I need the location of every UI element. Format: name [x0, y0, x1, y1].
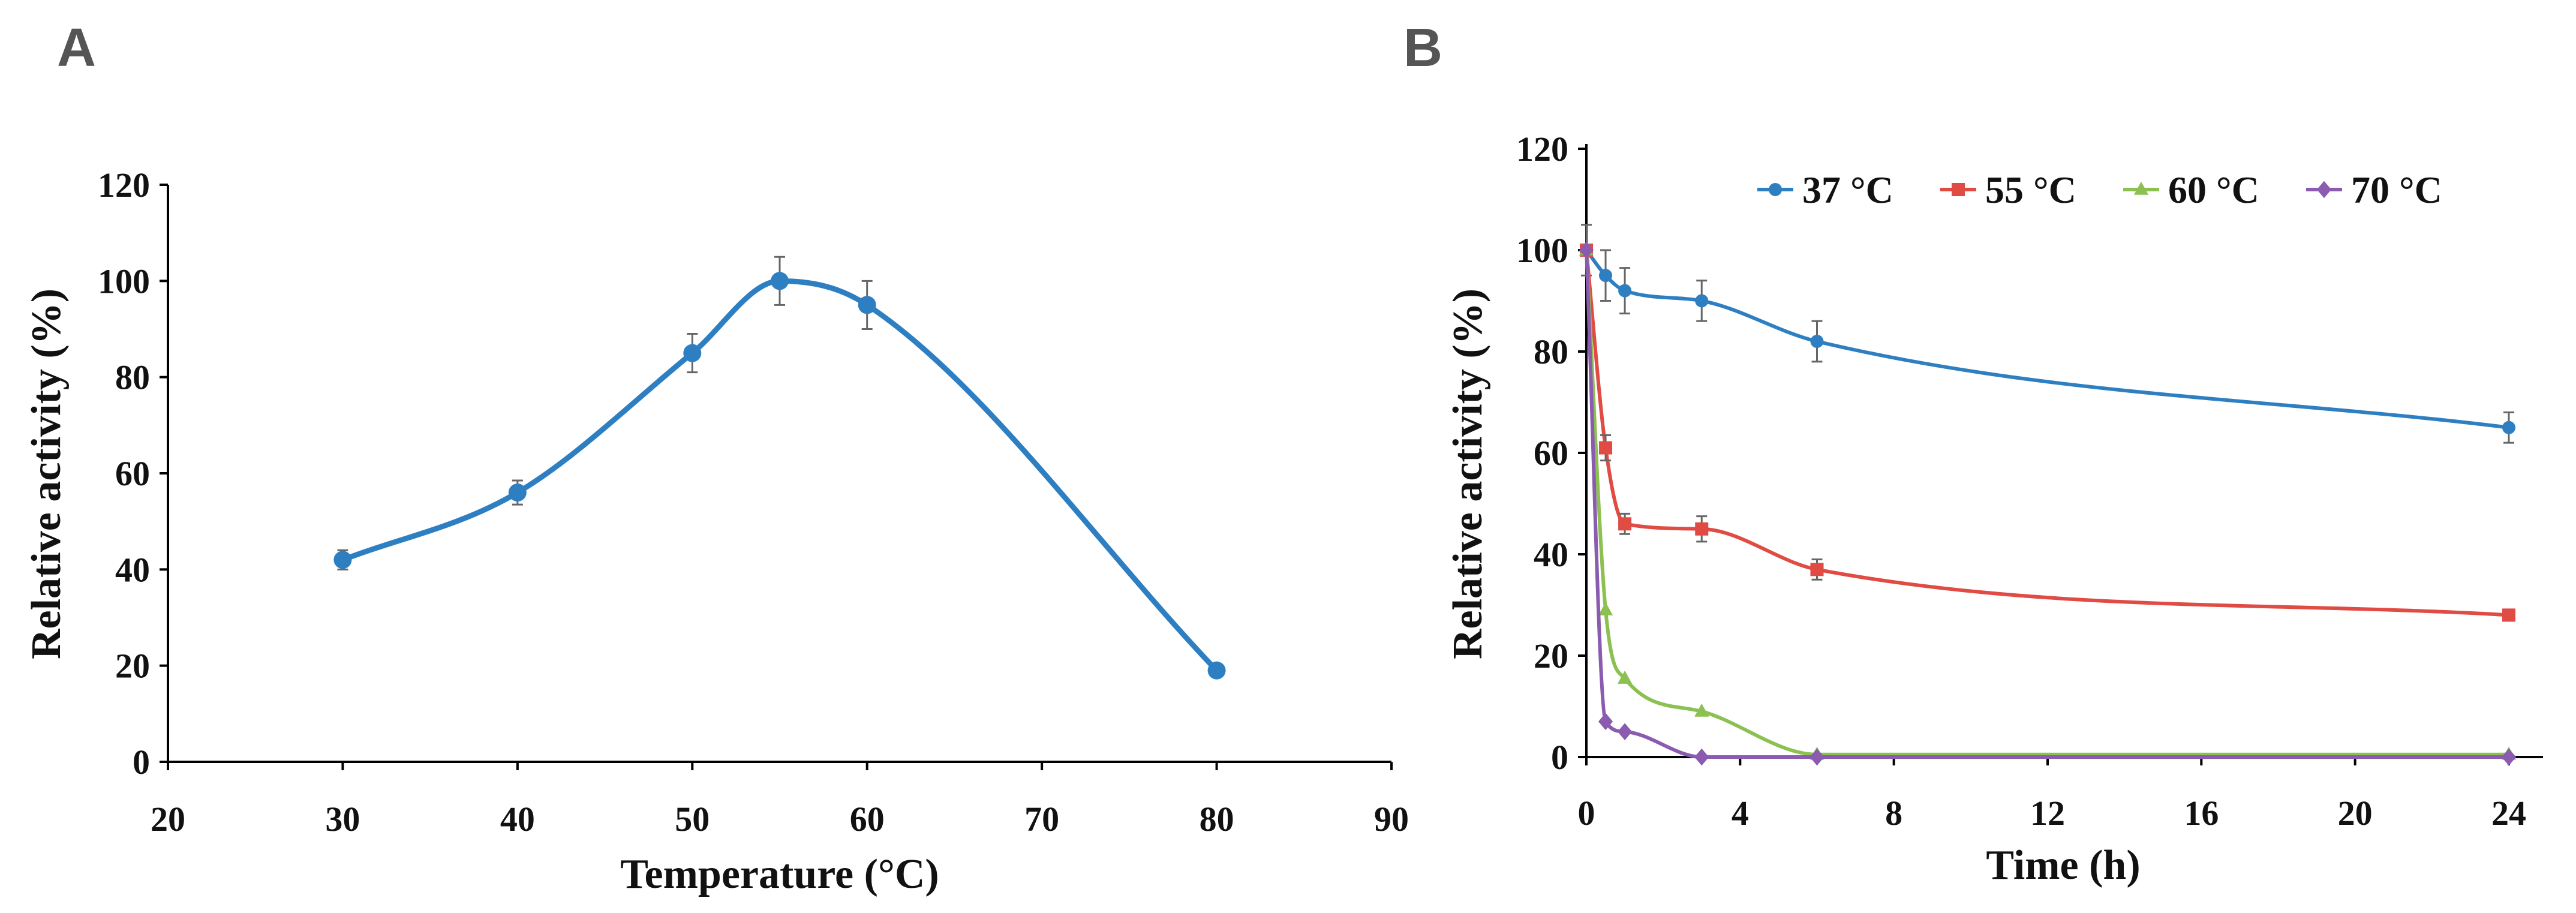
x-tick-label: 16 [2184, 794, 2219, 833]
legend-marker [2316, 181, 2332, 199]
series-line [1585, 250, 2509, 617]
series-1 [1580, 224, 2515, 444]
series-line [1585, 250, 2509, 759]
x-tick-label: 30 [325, 800, 360, 839]
y-tick-label: 0 [1551, 738, 1568, 777]
panel-a-y-axis-title: Relative activity (%) [23, 289, 70, 659]
panel-a-letter: A [57, 18, 96, 78]
panel-b-y-axis-title: Relative activity (%) [1445, 289, 1491, 659]
x-tick-label: 20 [2338, 794, 2373, 833]
panel-b-x-axis-title: Time (h) [1986, 842, 2140, 888]
x-tick-label: 70 [1024, 800, 1059, 839]
y-tick-label: 100 [1516, 231, 1568, 270]
panel-a-y-ticks: 0 20 40 60 80 100 120 [98, 166, 168, 782]
data-point [1618, 517, 1632, 531]
data-point [1598, 602, 1613, 615]
x-tick-label: 90 [1374, 800, 1409, 839]
data-point [1809, 748, 1824, 766]
x-tick-label: 0 [1578, 794, 1595, 833]
panel-b: B 0 20 40 60 80 100 120 0 4 8 12 16 20 24 Relative a… [1403, 18, 2543, 888]
panel-a-x-axis-title: Temperature (°C) [620, 851, 939, 897]
data-point [683, 344, 702, 362]
x-tick-label: 8 [1885, 794, 1902, 833]
legend-marker [2133, 181, 2149, 195]
data-point [1810, 335, 1824, 349]
y-tick-label: 120 [98, 166, 150, 205]
data-point [1694, 748, 1709, 766]
y-tick-label: 20 [1534, 636, 1568, 675]
legend-marker [1769, 183, 1782, 196]
data-point [1598, 713, 1613, 731]
x-tick-label: 80 [1200, 800, 1234, 839]
y-tick-label: 40 [115, 550, 150, 589]
panel-b-series [1579, 224, 2517, 766]
data-point [2502, 421, 2515, 434]
data-point [1695, 294, 1709, 308]
y-tick-label: 40 [1534, 535, 1568, 574]
y-tick-label: 60 [1534, 434, 1568, 473]
series-2 [1580, 244, 2515, 622]
data-point [508, 483, 527, 502]
series-3 [1579, 242, 2517, 760]
series-line [1585, 250, 2509, 756]
x-tick-label: 4 [1732, 794, 1749, 833]
legend-item: 55 °C [1940, 169, 2076, 211]
legend-item: 37 °C [1757, 169, 1893, 211]
data-point [1207, 661, 1226, 680]
x-tick-label: 20 [151, 800, 185, 839]
data-point [1599, 269, 1613, 283]
series-line [341, 278, 1219, 672]
panel-b-letter: B [1403, 18, 1442, 78]
y-tick-label: 100 [98, 262, 150, 301]
x-tick-label: 40 [500, 800, 535, 839]
panel-b-x-ticks: 0 4 8 12 16 20 24 [1578, 757, 2526, 833]
data-point [771, 272, 789, 290]
y-tick-label: 80 [115, 358, 150, 397]
x-tick-label: 50 [675, 800, 710, 839]
series-line [1585, 249, 2509, 430]
x-tick-label: 24 [2491, 794, 2526, 833]
x-tick-label: 60 [850, 800, 885, 839]
data-point [1617, 723, 1633, 741]
legend-label: 55 °C [1985, 169, 2076, 211]
data-point [1579, 241, 1594, 259]
legend-item: 60 °C [2123, 169, 2259, 211]
legend-label: 70 °C [2351, 169, 2442, 211]
y-tick-label: 0 [133, 743, 150, 782]
legend-label: 37 °C [1802, 169, 1893, 211]
panel-a-series [333, 256, 1226, 680]
y-tick-label: 80 [1534, 332, 1568, 371]
data-point [1599, 441, 1613, 455]
data-point [1810, 563, 1824, 576]
data-point [858, 296, 876, 314]
data-point [2501, 748, 2517, 766]
legend-item: 70 °C [2306, 169, 2442, 211]
data-point [333, 551, 352, 569]
panel-b-legend: 37 °C 55 °C 60 °C 70 °C [1757, 169, 2442, 211]
series-4 [1579, 241, 2517, 766]
data-point [1618, 284, 1632, 298]
legend-marker [1952, 183, 1965, 196]
data-point [1694, 703, 1709, 717]
data-point [1695, 522, 1709, 536]
y-tick-label: 120 [1516, 130, 1568, 169]
legend-label: 60 °C [2168, 169, 2259, 211]
data-point [2502, 608, 2515, 622]
panel-a-x-ticks: 20 30 40 50 60 70 80 90 [151, 762, 1409, 839]
y-tick-label: 20 [115, 647, 150, 686]
series-1 [333, 256, 1226, 680]
x-tick-label: 12 [2030, 794, 2065, 833]
y-tick-label: 60 [115, 454, 150, 493]
data-point [1617, 670, 1633, 684]
panel-b-y-ticks: 0 20 40 60 80 100 120 [1516, 130, 1586, 777]
